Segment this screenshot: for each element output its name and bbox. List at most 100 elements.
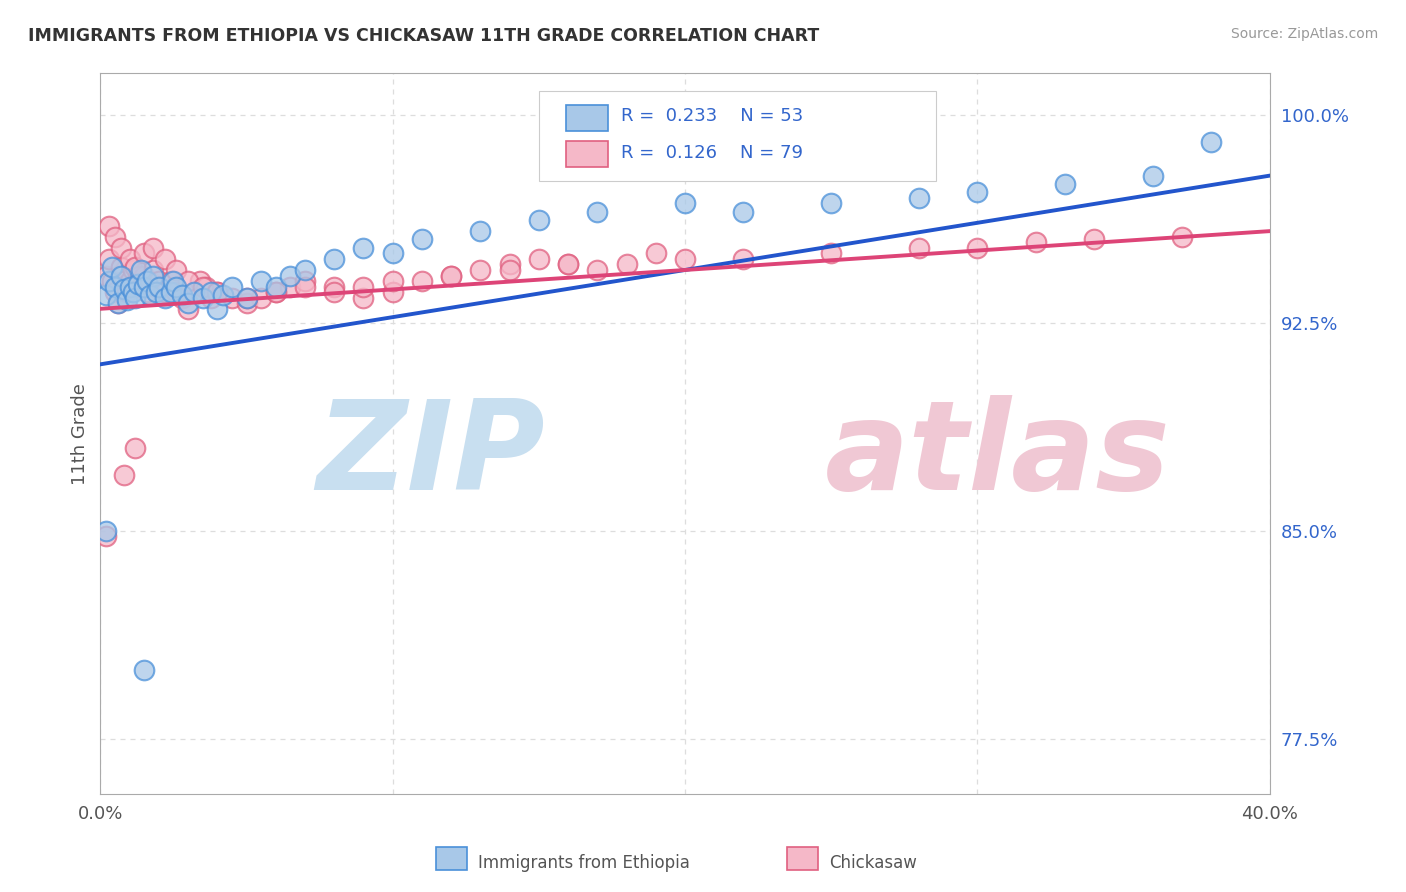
Point bbox=[115, 293, 138, 308]
Point bbox=[98, 219, 121, 233]
Point bbox=[1142, 169, 1164, 183]
Point bbox=[323, 279, 346, 293]
Point bbox=[411, 232, 433, 246]
Point bbox=[121, 263, 143, 277]
Point bbox=[139, 274, 162, 288]
Point bbox=[153, 252, 176, 266]
Point bbox=[194, 279, 217, 293]
Point bbox=[172, 291, 194, 305]
Point bbox=[136, 285, 159, 300]
Point bbox=[586, 263, 609, 277]
Point bbox=[118, 252, 141, 266]
Point bbox=[381, 274, 404, 288]
Point bbox=[200, 285, 222, 300]
Point bbox=[470, 263, 492, 277]
Point bbox=[207, 285, 229, 300]
Point bbox=[1171, 229, 1194, 244]
Point bbox=[98, 252, 121, 266]
Point bbox=[177, 274, 200, 288]
Y-axis label: 11th Grade: 11th Grade bbox=[72, 383, 89, 484]
Point bbox=[264, 285, 287, 300]
Point bbox=[235, 296, 257, 310]
Point bbox=[136, 274, 159, 288]
Point bbox=[381, 246, 404, 260]
Text: Immigrants from Ethiopia: Immigrants from Ethiopia bbox=[478, 855, 690, 872]
Point bbox=[908, 191, 931, 205]
Point bbox=[110, 260, 132, 275]
Point bbox=[183, 285, 205, 300]
Text: ZIP: ZIP bbox=[316, 395, 544, 516]
Point bbox=[557, 257, 579, 271]
Point bbox=[101, 260, 124, 275]
Point bbox=[110, 268, 132, 283]
Point bbox=[96, 268, 118, 283]
Point bbox=[134, 279, 156, 293]
Point bbox=[124, 279, 146, 293]
Point bbox=[1083, 232, 1105, 246]
Point bbox=[153, 285, 176, 300]
Point bbox=[1054, 177, 1077, 191]
Point bbox=[557, 257, 579, 271]
Point bbox=[470, 224, 492, 238]
Point bbox=[118, 279, 141, 293]
Point bbox=[183, 285, 205, 300]
Point bbox=[733, 204, 755, 219]
Point bbox=[107, 296, 129, 310]
Point bbox=[145, 279, 167, 293]
Point bbox=[177, 301, 200, 316]
Point bbox=[134, 663, 156, 677]
FancyBboxPatch shape bbox=[565, 105, 607, 131]
Point bbox=[112, 274, 135, 288]
Point bbox=[118, 274, 141, 288]
Point bbox=[142, 268, 165, 283]
Point bbox=[148, 274, 170, 288]
Point bbox=[235, 291, 257, 305]
Point bbox=[250, 291, 273, 305]
Point bbox=[148, 279, 170, 293]
Point bbox=[381, 285, 404, 300]
Point bbox=[966, 241, 988, 255]
Text: R =  0.126    N = 79: R = 0.126 N = 79 bbox=[620, 144, 803, 162]
Point bbox=[294, 274, 316, 288]
Text: R =  0.233    N = 53: R = 0.233 N = 53 bbox=[620, 107, 803, 126]
Point bbox=[104, 285, 127, 300]
Point bbox=[124, 260, 146, 275]
Text: IMMIGRANTS FROM ETHIOPIA VS CHICKASAW 11TH GRADE CORRELATION CHART: IMMIGRANTS FROM ETHIOPIA VS CHICKASAW 11… bbox=[28, 27, 820, 45]
Point bbox=[207, 301, 229, 316]
Point bbox=[112, 282, 135, 296]
Point bbox=[177, 296, 200, 310]
Point bbox=[527, 213, 550, 227]
Point bbox=[104, 229, 127, 244]
Point bbox=[221, 291, 243, 305]
Point bbox=[1199, 136, 1222, 150]
Point bbox=[101, 274, 124, 288]
Point bbox=[110, 241, 132, 255]
Point bbox=[280, 268, 302, 283]
Point bbox=[129, 279, 152, 293]
Point bbox=[112, 468, 135, 483]
Point bbox=[153, 291, 176, 305]
FancyBboxPatch shape bbox=[565, 141, 607, 168]
Point bbox=[323, 252, 346, 266]
Point bbox=[159, 285, 181, 300]
Point bbox=[159, 274, 181, 288]
Point bbox=[165, 285, 187, 300]
Point bbox=[586, 204, 609, 219]
Point bbox=[527, 252, 550, 266]
Point bbox=[200, 291, 222, 305]
Point bbox=[294, 279, 316, 293]
Point bbox=[353, 279, 375, 293]
Point bbox=[353, 291, 375, 305]
Point bbox=[121, 285, 143, 300]
Text: Chickasaw: Chickasaw bbox=[830, 855, 917, 872]
Point bbox=[673, 196, 696, 211]
Point bbox=[264, 285, 287, 300]
Point bbox=[127, 268, 149, 283]
Point bbox=[142, 263, 165, 277]
Point bbox=[134, 246, 156, 260]
Point bbox=[820, 246, 842, 260]
Point bbox=[104, 279, 127, 293]
Point bbox=[142, 241, 165, 255]
Point bbox=[98, 274, 121, 288]
Text: atlas: atlas bbox=[825, 395, 1171, 516]
